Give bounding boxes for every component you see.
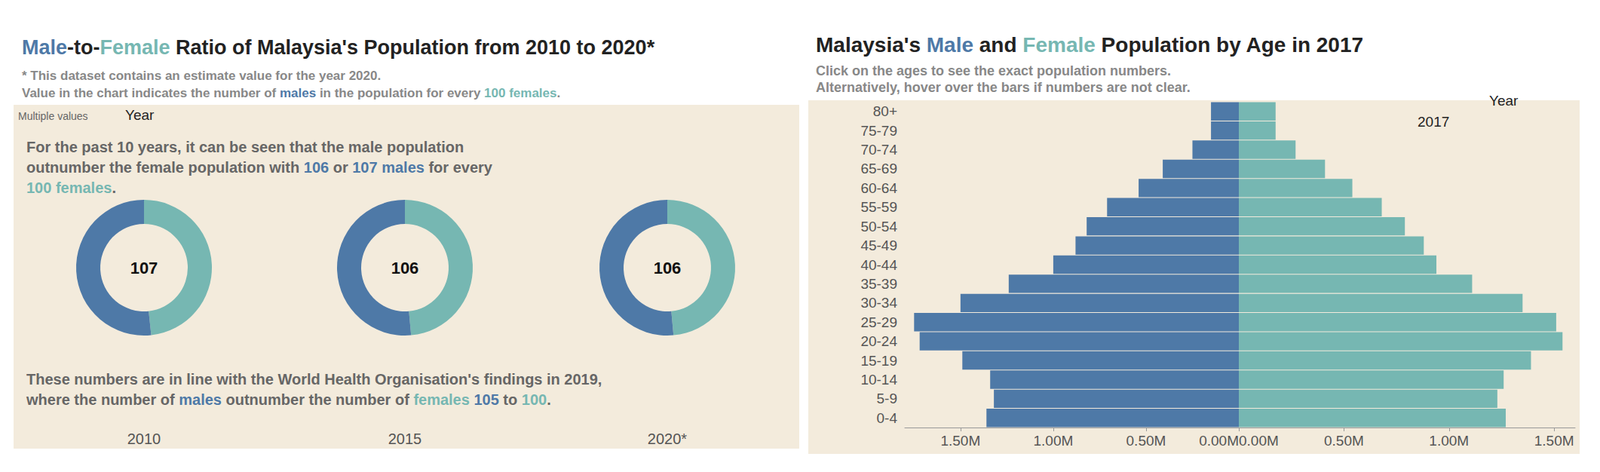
svg-text:0.50M: 0.50M [1126,432,1167,449]
svg-text:males: males [279,85,316,101]
svg-text:Year: Year [125,107,155,123]
svg-text:15-19: 15-19 [860,352,898,369]
svg-text:106: 106 [391,258,420,278]
svg-text:Female: Female [1022,33,1096,57]
svg-text:2020*: 2020* [647,430,687,448]
svg-text:in the population for every: in the population for every [315,85,485,101]
svg-text:107: 107 [130,258,159,278]
svg-text:0-4: 0-4 [876,410,899,427]
svg-text:* This dataset contains an est: * This dataset contains an estimate valu… [21,68,350,83]
svg-text:35-39: 35-39 [860,275,898,292]
svg-text:For the past 10 years, it can: For the past 10 years, it can be seen th… [26,138,464,156]
svg-text:105: 105 [473,391,499,408]
svg-text:60-64: 60-64 [860,180,898,197]
svg-text:100 females: 100 females [26,179,112,197]
svg-text:1.00M: 1.00M [1428,432,1469,449]
svg-text:for every: for every [424,159,494,176]
svg-text:females: females [413,391,470,408]
svg-text:80+: 80+ [873,103,898,120]
svg-text:2017: 2017 [1417,113,1450,130]
svg-text:Alternatively, hover over the: Alternatively, hover over the bars if nu… [815,79,1191,96]
svg-text:2015: 2015 [388,430,423,448]
svg-text:Male: Male [926,33,974,57]
svg-text:and: and [973,33,1023,57]
svg-text:107 males: 107 males [352,159,425,176]
svg-text:45-49: 45-49 [860,237,898,254]
svg-text:Multiple values: Multiple values [18,110,89,123]
svg-text:Population by Age in 2017: Population by Age in 2017 [1095,33,1364,57]
svg-text:106: 106 [303,159,329,176]
svg-text:0.00M: 0.00M [1198,432,1239,449]
svg-text:40-44: 40-44 [860,257,898,273]
svg-text:106: 106 [653,258,682,278]
svg-text:or: or [328,159,353,176]
svg-text:100: 100 [521,391,547,408]
svg-text:2020.: 2020. [349,68,382,83]
svg-text:10-14: 10-14 [860,371,898,388]
svg-text:2010: 2010 [127,430,162,448]
svg-text:75-79: 75-79 [860,122,898,139]
svg-text:30-34: 30-34 [860,294,898,311]
svg-text:outnumber the female populatio: outnumber the female population with [26,159,304,176]
svg-text:55-59: 55-59 [860,199,898,215]
svg-text:Female: Female [99,36,170,59]
svg-text:25-29: 25-29 [860,314,898,331]
svg-text:5-9: 5-9 [876,390,898,407]
svg-text:where the number of: where the number of [25,391,179,408]
svg-text:100 females: 100 females [484,85,557,101]
svg-text:-to-: -to- [67,36,100,59]
svg-text:.: . [556,85,561,101]
svg-text:50-54: 50-54 [860,218,898,235]
svg-text:Male: Male [21,36,68,59]
svg-text:Malaysia's: Malaysia's [815,33,927,57]
svg-text:1.00M: 1.00M [1032,432,1073,449]
svg-text:Year: Year [1489,92,1519,109]
svg-text:70-74: 70-74 [860,141,898,158]
svg-text:.: . [546,391,552,408]
svg-text:0.00M: 0.00M [1238,432,1279,449]
svg-text:males: males [178,391,222,408]
svg-text:to: to [499,391,522,408]
svg-text:20-24: 20-24 [860,333,898,350]
svg-text:.: . [111,179,117,197]
svg-text:65-69: 65-69 [860,160,898,177]
svg-text:outnumber the number of: outnumber the number of [221,391,414,408]
svg-text:Ratio of Malaysia's Population: Ratio of Malaysia's Population from 2010… [170,36,656,59]
svg-text:Click on the ages to see the e: Click on the ages to see the exact popul… [815,63,1171,79]
svg-text:1.50M: 1.50M [940,432,981,449]
svg-text:These numbers are in line with: These numbers are in line with the World… [26,370,602,388]
svg-text:0.50M: 0.50M [1324,432,1364,449]
svg-text:Value in the chart indicates t: Value in the chart indicates the number … [21,85,280,101]
svg-text:1.50M: 1.50M [1534,432,1575,449]
